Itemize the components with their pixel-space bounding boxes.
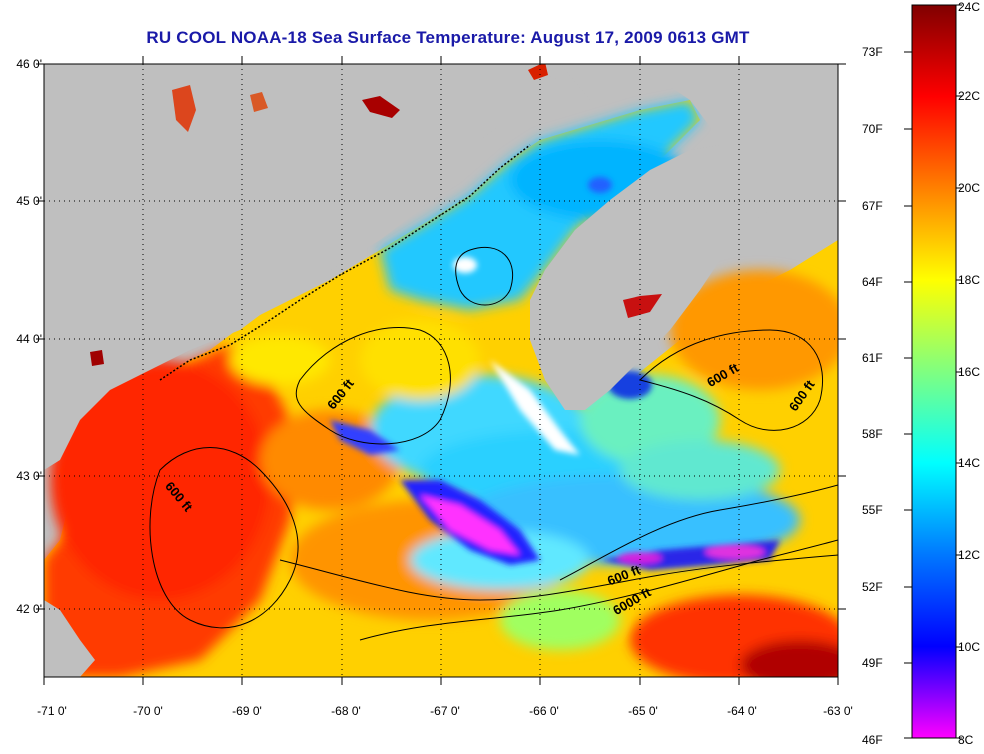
colorbar-f-label: 67F bbox=[862, 199, 883, 213]
colorbar-f-label: 55F bbox=[862, 503, 883, 517]
colorbar-f-label: 52F bbox=[862, 580, 883, 594]
colorbar-c-label: 18C bbox=[958, 273, 981, 287]
lon-label-63: -63 0' bbox=[823, 704, 853, 718]
axis-ticks bbox=[36, 56, 846, 685]
contour-lines bbox=[149, 246, 838, 641]
colorbar-c-label: 24C bbox=[958, 0, 981, 14]
colorbar-c-label: 22C bbox=[958, 89, 981, 103]
lon-label-70: -70 0' bbox=[133, 704, 163, 718]
colorbar-f-label: 46F bbox=[862, 733, 883, 747]
lat-label-45: 45 0' bbox=[16, 194, 42, 208]
colorbar-ticks bbox=[904, 4, 962, 739]
land-nova-scotia bbox=[530, 145, 800, 410]
land-new-england bbox=[44, 64, 560, 470]
colorbar-c-label: 8C bbox=[958, 733, 974, 747]
lon-label-66: -66 0' bbox=[529, 704, 559, 718]
land-cape-cod bbox=[44, 600, 95, 677]
colorbar bbox=[911, 4, 957, 739]
colorbar-c-label: 20C bbox=[958, 181, 981, 195]
lon-label-65: -65 0' bbox=[628, 704, 658, 718]
map-title: RU COOL NOAA-18 Sea Surface Temperature:… bbox=[146, 28, 750, 47]
colorbar-f-label: 70F bbox=[862, 122, 883, 136]
colorbar-c-label: 10C bbox=[958, 640, 981, 654]
sst-field bbox=[44, 64, 838, 677]
colorbar-f-label: 64F bbox=[862, 275, 883, 289]
colorbar-f-label: 73F bbox=[862, 45, 883, 59]
colorbar-c-label: 14C bbox=[958, 456, 981, 470]
colorbar-c-label: 16C bbox=[958, 365, 981, 379]
lon-label-64: -64 0' bbox=[727, 704, 757, 718]
colorbar-f-label: 61F bbox=[862, 351, 883, 365]
lat-label-46: 46 0' bbox=[16, 57, 42, 71]
colorbar-f-label: 58F bbox=[862, 427, 883, 441]
lon-label-71: -71 0' bbox=[37, 704, 67, 718]
graticule bbox=[44, 64, 838, 677]
lon-label-68: -68 0' bbox=[331, 704, 361, 718]
land-new-brunswick bbox=[560, 64, 838, 150]
lat-label-44: 44 0' bbox=[16, 332, 42, 346]
colorbar-f-label: 49F bbox=[862, 656, 883, 670]
lat-label-42: 42 0' bbox=[16, 602, 42, 616]
lon-label-67: -67 0' bbox=[430, 704, 460, 718]
lon-label-69: -69 0' bbox=[232, 704, 262, 718]
colorbar-c-label: 12C bbox=[958, 548, 981, 562]
lat-label-43: 43 0' bbox=[16, 469, 42, 483]
